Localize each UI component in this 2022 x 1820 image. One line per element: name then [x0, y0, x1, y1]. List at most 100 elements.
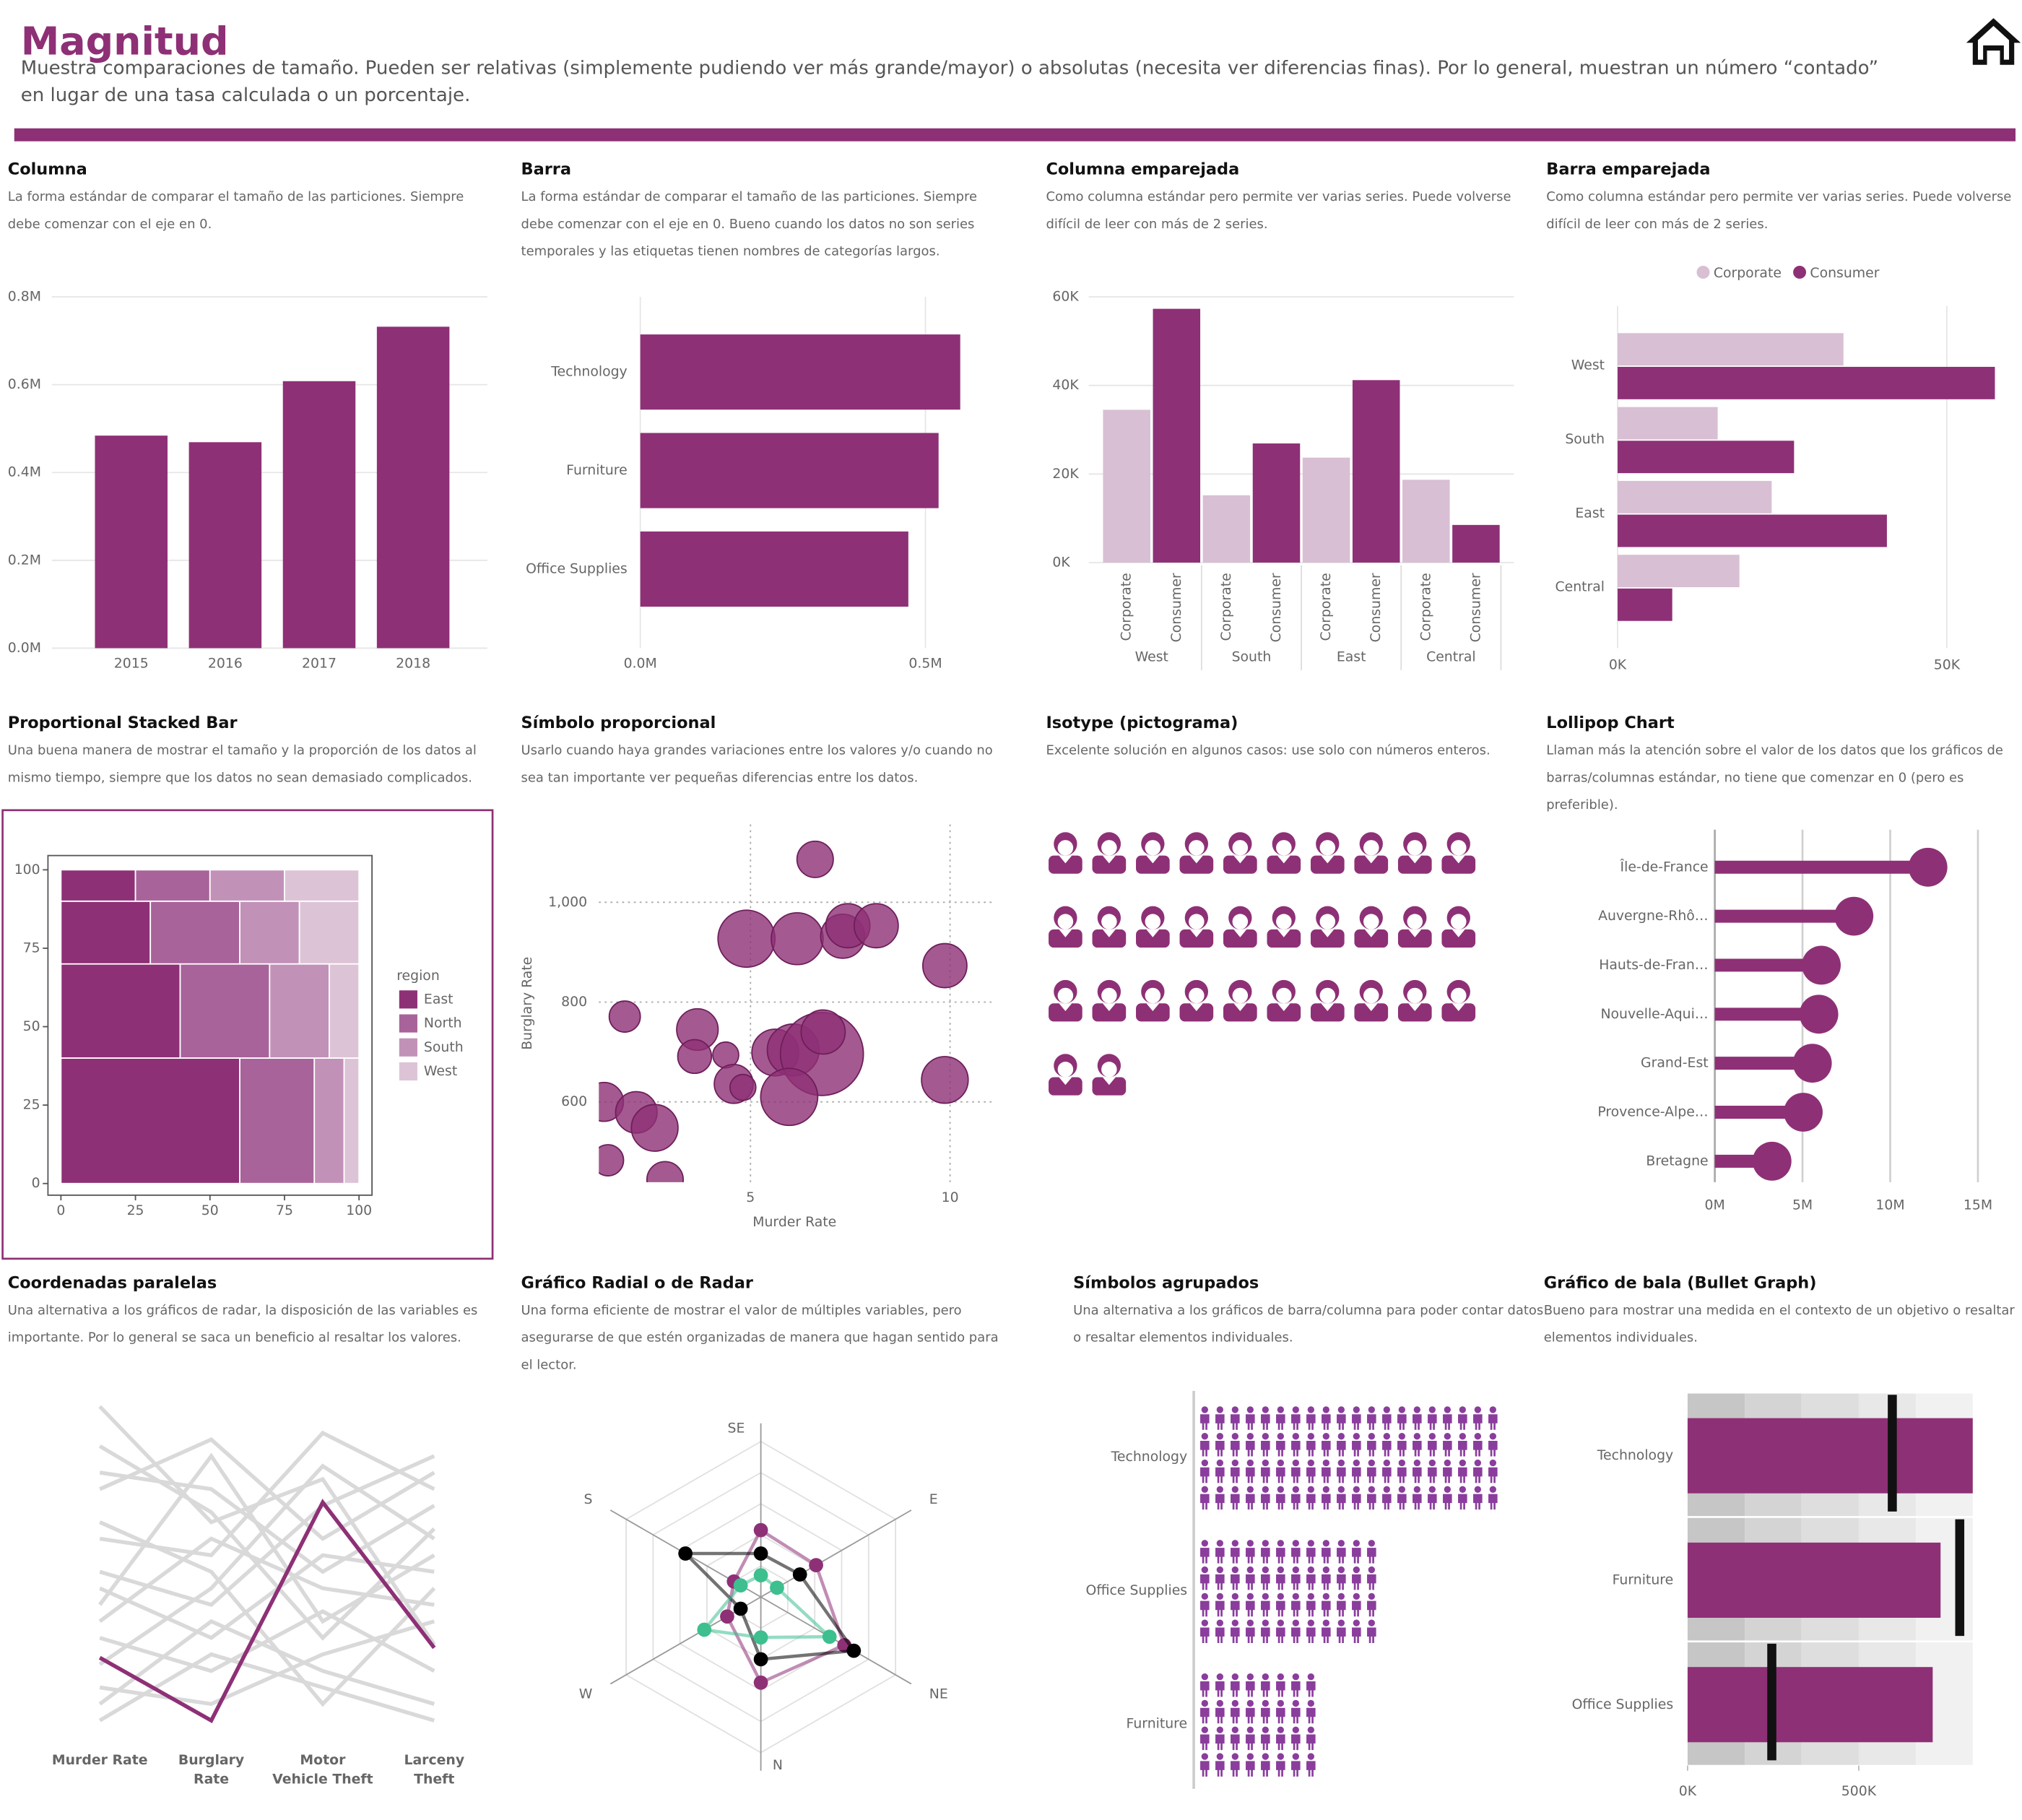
icon-body [1246, 1681, 1255, 1697]
icon-body [1215, 1761, 1225, 1777]
person-icon [1092, 1054, 1127, 1096]
person-icon [1246, 1566, 1255, 1590]
icon-body [1291, 1414, 1301, 1430]
person-icon [1413, 1486, 1422, 1510]
lollipop-head [1752, 1141, 1792, 1181]
home-button[interactable] [1966, 18, 2021, 65]
bar [1402, 480, 1450, 563]
icon-body [1246, 1494, 1255, 1510]
x-tick-label: 2016 [208, 656, 243, 671]
person-icon [1200, 1540, 1210, 1564]
person-icon [1354, 906, 1389, 948]
icon-collar [1059, 855, 1072, 864]
x-tick-label: 10 [942, 1190, 959, 1205]
icon-body [1322, 1548, 1331, 1564]
bar [1103, 410, 1150, 563]
icon-head [1231, 1486, 1239, 1493]
icon-head [1231, 1592, 1239, 1600]
person-icon [1306, 1540, 1316, 1564]
radar-point [846, 1643, 862, 1658]
person-icon [1049, 979, 1082, 1022]
icon-body [1215, 1548, 1225, 1564]
icon-body [1246, 1627, 1255, 1643]
x-tick-label: 2018 [396, 656, 430, 671]
mosaic-cell [298, 900, 360, 965]
icon-head [1216, 1433, 1224, 1440]
person-icon [1306, 1459, 1316, 1483]
icon-head [1292, 1459, 1300, 1467]
mosaic-cell [134, 869, 211, 902]
icon-collar [1277, 855, 1290, 864]
icon-head [1277, 1540, 1285, 1547]
icon-head [1353, 1406, 1360, 1413]
icon-body [1276, 1681, 1285, 1697]
person-icon [1231, 1486, 1240, 1510]
y-tick-label: Nouvelle-Aqui… [1600, 1007, 1708, 1022]
icon-head [1216, 1566, 1224, 1574]
person-icon [1261, 1753, 1270, 1777]
icon-head [1368, 1406, 1375, 1413]
panel-subtitle: La forma estándar de comparar el tamaño … [7, 190, 464, 233]
bubble [729, 1073, 757, 1101]
icon-head [1383, 1486, 1390, 1493]
icon-head [1413, 1486, 1420, 1493]
panel-subtitle-box: Usarlo cuando haya grandes variaciones e… [521, 744, 993, 785]
icon-head [1307, 1433, 1315, 1440]
legend-title: region [396, 968, 440, 984]
person-icon [1200, 1699, 1210, 1724]
icon-body [1306, 1574, 1316, 1590]
person-icon [1352, 1406, 1361, 1430]
y-tick-label: 0.2M [8, 552, 41, 568]
person-icon [1322, 1459, 1331, 1483]
icon-face [1451, 914, 1467, 930]
person-icon [1267, 979, 1301, 1022]
page-description: Muestra comparaciones de tamaño. Pueden … [20, 58, 1879, 107]
person-icon [1276, 1619, 1285, 1643]
person-icon [1458, 1459, 1467, 1483]
person-icon [1246, 1486, 1255, 1510]
person-icon [1223, 979, 1257, 1022]
person-icon [1488, 1486, 1498, 1510]
series-axis-label: Corporate [1119, 573, 1134, 641]
radar-point [753, 1652, 768, 1667]
person-icon [1261, 1726, 1270, 1751]
icon-body [1092, 1077, 1127, 1096]
icon-head [1277, 1699, 1285, 1707]
person-icon [1382, 1433, 1392, 1457]
bar [1618, 555, 1740, 588]
icon-body [1473, 1414, 1483, 1430]
icon-head [1246, 1433, 1254, 1440]
person-icon [1367, 1406, 1376, 1430]
person-icon [1200, 1486, 1210, 1510]
icon-body [1276, 1494, 1285, 1510]
person-icon [1382, 1486, 1392, 1510]
icon-head [1292, 1592, 1300, 1600]
person-icon [1276, 1540, 1285, 1564]
panel-title: Gráfico de bala (Bullet Graph) [1544, 1273, 1817, 1292]
icon-head [1246, 1619, 1254, 1626]
icon-head [1231, 1566, 1239, 1574]
bar [282, 381, 356, 649]
icon-head [1292, 1726, 1300, 1733]
icon-head [1262, 1433, 1269, 1440]
radar-point [753, 1568, 768, 1582]
parallel-line [98, 1463, 435, 1666]
panel-title: Columna emparejada [1046, 160, 1239, 179]
person-icon [1306, 1592, 1316, 1617]
person-icon [1322, 1540, 1331, 1564]
icon-collar [1146, 929, 1160, 937]
icon-head [1292, 1540, 1300, 1547]
icon-head [1353, 1459, 1360, 1467]
icon-head [1307, 1592, 1315, 1600]
person-icon [1306, 1433, 1316, 1457]
icon-head [1246, 1459, 1254, 1467]
icon-collar [1102, 1003, 1116, 1011]
icon-head [1474, 1406, 1481, 1413]
person-icon [1306, 1753, 1316, 1777]
person-icon [1337, 1566, 1346, 1590]
x-tick-label: 0 [56, 1203, 65, 1218]
dimension-label-box: Burglary Rate [178, 1753, 244, 1788]
icon-head [1277, 1726, 1285, 1733]
icon-body [1215, 1574, 1225, 1590]
person-icon [1200, 1566, 1210, 1590]
